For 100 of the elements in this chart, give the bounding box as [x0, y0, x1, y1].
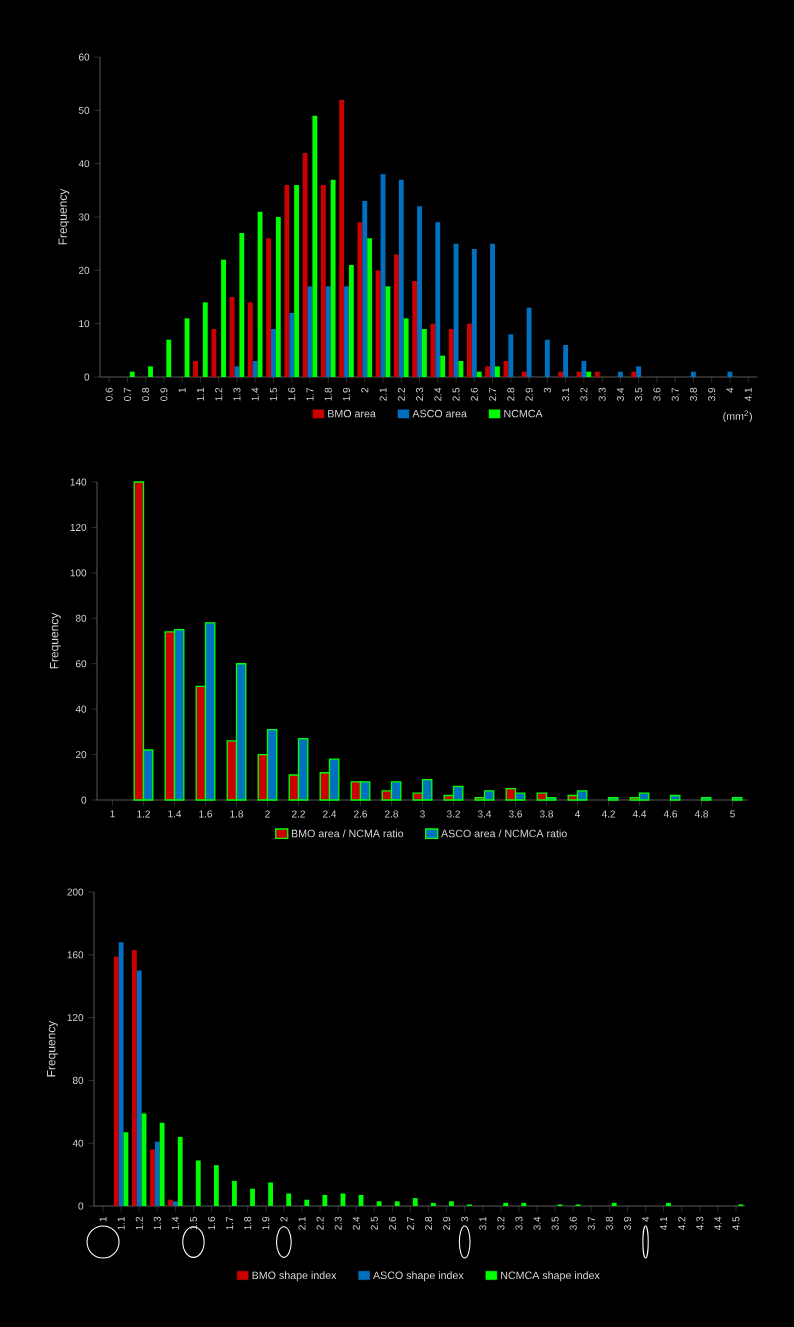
y-tick-label: 50	[78, 106, 90, 114]
y-tick-label: 80	[72, 1076, 84, 1084]
legend-label: BMO shape index	[252, 1271, 337, 1282]
bar	[322, 1195, 328, 1207]
legend-label: ASCO shape index	[373, 1271, 464, 1282]
x-tick-label: 3.3	[598, 387, 606, 401]
x-tick-label: 3.6	[508, 810, 523, 818]
x-tick-label: 4.4	[632, 810, 647, 818]
bar	[312, 115, 318, 378]
legend-label: ASCO area / NCMCA ratio	[441, 829, 567, 838]
x-tick-label: 2.3	[415, 387, 424, 401]
bar	[357, 222, 363, 378]
bar	[348, 265, 354, 378]
bar	[440, 355, 446, 378]
bar	[544, 339, 550, 378]
bar	[430, 323, 436, 378]
x-tick-label: 2.8	[385, 810, 399, 818]
x-tick-label: 1.5	[189, 1216, 197, 1230]
x-tick-label: 1	[178, 387, 186, 393]
bar	[250, 1188, 255, 1207]
bar	[172, 1201, 178, 1207]
bar	[193, 361, 198, 378]
bar	[526, 307, 532, 378]
bar	[268, 1182, 274, 1207]
bar	[412, 281, 418, 378]
bar	[252, 361, 258, 378]
x-tick-label: 1	[110, 810, 115, 818]
y-tick-label: 0	[78, 1202, 84, 1210]
bar	[202, 302, 208, 378]
legend-label: ASCO area	[412, 409, 467, 418]
x-tick-label: 2.5	[370, 1216, 378, 1230]
bar	[421, 329, 427, 378]
x-tick-label: 4	[726, 387, 734, 393]
bar	[257, 211, 263, 378]
bar	[471, 249, 477, 378]
bar	[607, 797, 619, 801]
bar	[154, 1141, 160, 1207]
bar	[325, 286, 331, 378]
bar	[508, 334, 514, 378]
bar	[594, 371, 600, 378]
x-tick-label: 3.7	[587, 1216, 595, 1230]
y-axis-title: Frequency	[58, 188, 70, 245]
x-tick-label: 2.6	[470, 387, 478, 401]
x-tick-label: 2.2	[292, 810, 305, 818]
y-tick-label: 120	[67, 1014, 84, 1022]
y-tick-label: 40	[75, 705, 87, 713]
bar	[375, 270, 381, 378]
bar	[113, 956, 119, 1207]
x-tick-label: 3.5	[635, 387, 643, 401]
y-tick-label: 0	[84, 373, 90, 381]
bar	[286, 1193, 292, 1207]
legend-label: BMO area	[328, 409, 376, 418]
x-tick-label: 2	[265, 810, 270, 818]
bar	[221, 259, 226, 378]
x-tick-label: 2.7	[489, 387, 497, 401]
x-tick-label: 3.7	[671, 387, 679, 401]
x-tick-label: 3.2	[446, 810, 460, 818]
y-tick-label: 40	[72, 1139, 84, 1147]
bar	[367, 238, 373, 378]
bar	[666, 1202, 671, 1207]
x-tick-label: 1.1	[117, 1216, 125, 1230]
bar	[448, 329, 454, 378]
x-tick-label: 1.2	[215, 387, 223, 401]
x-tick-label: 3.4	[477, 810, 492, 818]
bar	[271, 329, 276, 378]
bar	[503, 1202, 509, 1207]
x-tick-label: 0.8	[142, 387, 150, 401]
x-tick-label: 4.1	[744, 387, 752, 402]
y-tick-label: 200	[67, 888, 84, 896]
x-tick-label: 3.8	[605, 1216, 613, 1230]
y-tick-label: 30	[78, 213, 90, 221]
bar	[485, 366, 491, 378]
bar	[266, 238, 272, 378]
bar	[289, 313, 295, 378]
bar	[430, 1202, 436, 1207]
bar	[239, 233, 245, 378]
x-tick-label: 3	[543, 387, 551, 393]
bar	[302, 153, 308, 378]
x-tick-label: 2.6	[354, 810, 368, 818]
bar	[150, 1149, 155, 1207]
x-tick-label: 3.9	[708, 387, 716, 401]
y-tick-label: 160	[67, 951, 84, 959]
legend-label: BMO area / NCMA ratio	[291, 829, 404, 838]
x-tick-label: 3.5	[551, 1216, 559, 1230]
x-tick-label: 3.6	[569, 1216, 577, 1230]
x-tick-label: 3.2	[580, 387, 588, 401]
x-tick-label: 4.4	[714, 1216, 722, 1231]
bar	[275, 217, 281, 378]
bar	[521, 1202, 527, 1207]
bar	[148, 366, 153, 378]
bar	[417, 206, 422, 378]
x-tick-label: 3.9	[623, 1216, 632, 1230]
bar	[636, 366, 642, 378]
bar	[385, 286, 391, 378]
x-tick-label: 4.8	[694, 810, 709, 818]
x-tick-label: 4.6	[663, 810, 678, 818]
x-tick-label: 1.4	[251, 387, 259, 401]
bar	[631, 371, 637, 378]
bar	[247, 302, 253, 378]
bar	[586, 371, 592, 378]
